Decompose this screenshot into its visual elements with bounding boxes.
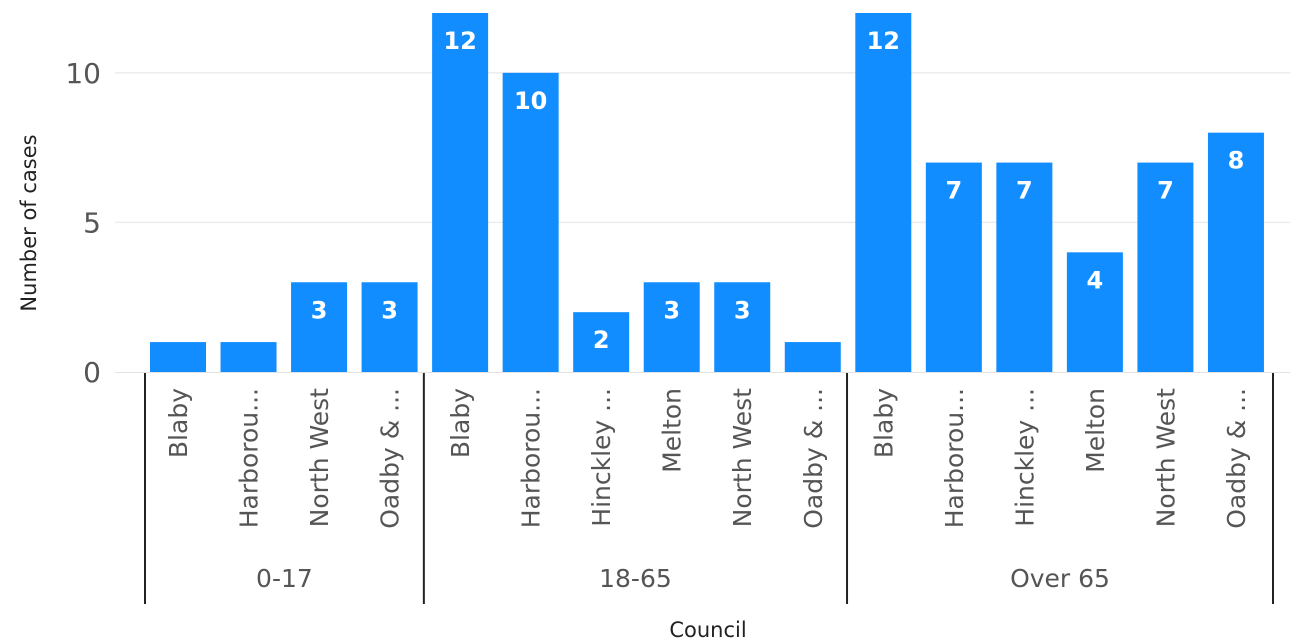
data-label: 10 [514, 87, 547, 115]
x-category-label: Oadby & ... [799, 388, 828, 529]
bar [150, 342, 206, 372]
x-category-label: Blaby [164, 388, 193, 458]
bar [220, 342, 277, 372]
bar [714, 282, 771, 372]
data-label: 3 [311, 296, 328, 324]
bar [855, 13, 912, 372]
data-label: 12 [867, 27, 900, 55]
data-label: 2 [593, 326, 610, 354]
bar [1137, 162, 1194, 372]
y-axis-title: Number of cases [17, 134, 41, 311]
x-group-label: 18-65 [599, 564, 672, 593]
y-tick-label: 0 [83, 356, 101, 389]
x-category-label: Hinckley ... [587, 388, 616, 527]
bar [291, 282, 348, 372]
bar [502, 72, 559, 372]
x-category-label: Harborou... [235, 388, 264, 528]
data-label: 3 [381, 296, 398, 324]
x-category-label: Melton [658, 388, 687, 473]
bar [1207, 132, 1264, 372]
data-label: 8 [1228, 147, 1245, 175]
bars [150, 13, 1264, 372]
x-category-label: Hinckley ... [1010, 388, 1039, 527]
bar [643, 282, 700, 372]
x-axis-title: Council [669, 618, 746, 642]
x-category-label: North West [305, 388, 334, 528]
y-axis: 0 5 10 [65, 57, 101, 389]
data-label: 12 [443, 27, 476, 55]
gridlines [115, 72, 1290, 373]
x-category-label: Oadby & ... [376, 388, 405, 529]
bar [925, 162, 982, 372]
data-label: 7 [945, 177, 962, 205]
x-category-label: Blaby [869, 388, 898, 458]
x-category-label: Harborou... [940, 388, 969, 528]
y-tick-label: 10 [65, 57, 101, 90]
bar [361, 282, 418, 372]
x-category-label: Melton [1081, 388, 1110, 473]
data-labels: 3 3 12 10 2 3 3 12 7 7 4 7 8 [311, 27, 1245, 354]
x-category-label: North West [1151, 388, 1180, 528]
x-category-label: Oadby & ... [1222, 388, 1251, 529]
data-label: 7 [1157, 177, 1174, 205]
data-label: 3 [663, 296, 680, 324]
data-label: 4 [1087, 266, 1104, 294]
x-category-label: North West [728, 388, 757, 528]
x-category-label: Harborou... [517, 388, 546, 528]
data-label: 3 [734, 296, 751, 324]
bar [996, 162, 1053, 372]
x-group-label: 0-17 [256, 564, 313, 593]
bar [784, 342, 841, 372]
bar [573, 312, 630, 372]
bar [1066, 252, 1123, 372]
y-tick-label: 5 [83, 206, 101, 239]
x-category-label: Blaby [446, 388, 475, 458]
data-label: 7 [1016, 177, 1033, 205]
bar [432, 13, 489, 372]
x-axis: Blaby Harborou... North West Oadby & ... 0-1… [144, 373, 1274, 604]
x-group-label: Over 65 [1010, 564, 1110, 593]
